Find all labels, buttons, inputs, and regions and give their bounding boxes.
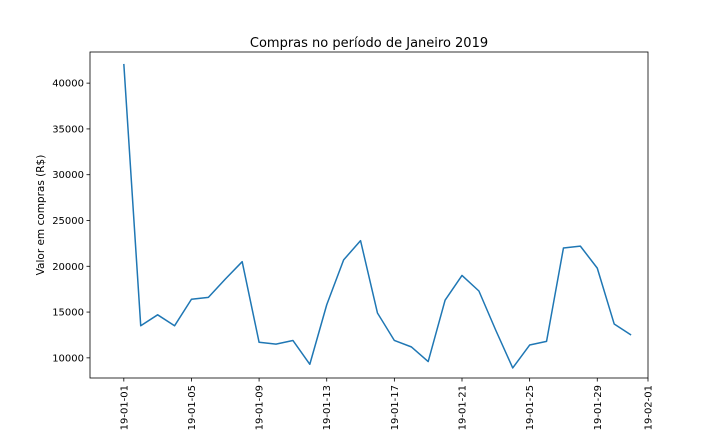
x-tick-label: 19-01-01 [119,385,130,430]
x-tick-label: 19-02-01 [644,385,655,430]
x-tick-label: 19-01-21 [458,385,469,430]
x-tick-label: 19-01-09 [255,385,266,430]
x-tick-label: 19-01-05 [187,385,198,430]
chart-title: Compras no período de Janeiro 2019 [250,36,488,51]
x-tick-label: 19-01-17 [390,385,401,430]
y-tick-label: 35000 [52,124,84,135]
y-tick-label: 30000 [52,170,84,181]
plot-frame [90,52,648,378]
y-axis: 10000 15000 20000 25000 30000 35000 40000 [52,79,90,365]
y-tick-label: 40000 [52,79,84,90]
series-line [124,64,631,368]
x-axis: 19-01-01 19-01-05 19-01-09 19-01-13 19-01-17… [119,378,654,430]
y-tick-label: 25000 [52,216,84,227]
x-tick-label: 19-01-13 [322,385,333,430]
y-tick-label: 15000 [52,308,84,319]
series-layer [124,64,631,368]
x-tick-label: 19-01-25 [525,385,536,430]
y-tick-label: 10000 [52,353,84,364]
y-axis-label: Valor em compras (R$) [35,155,47,276]
y-tick-label: 20000 [52,262,84,273]
x-tick-label: 19-01-29 [593,385,604,430]
